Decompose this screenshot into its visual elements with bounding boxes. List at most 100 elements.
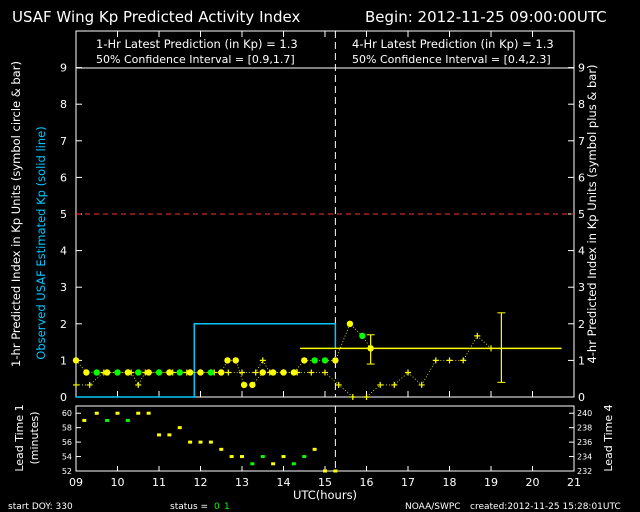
lead-time-marker bbox=[157, 433, 161, 437]
y-tick-label: 1 bbox=[60, 354, 67, 367]
left-axis-observed-label: Observed USAF Estimated Kp (solid line) bbox=[34, 126, 48, 359]
y2-tick-label: 8 bbox=[578, 98, 585, 111]
circle-marker-1hr bbox=[145, 369, 152, 376]
plus-marker-4hr bbox=[460, 357, 467, 364]
plus-marker-4hr bbox=[377, 381, 384, 388]
y2-tick-label: 6 bbox=[578, 171, 585, 184]
lead-left-label-1: Lead Time 1 bbox=[13, 404, 26, 471]
y-tick-label: 0 bbox=[60, 391, 67, 404]
circle-marker-1hr bbox=[207, 369, 215, 376]
plus-marker-4hr bbox=[418, 381, 425, 388]
x-tick-label: 17 bbox=[401, 476, 415, 489]
header-right-line1: 4-Hr Latest Prediction (in Kp) = 1.3 bbox=[352, 37, 554, 51]
lead-time-marker bbox=[105, 418, 110, 422]
circle-marker-1hr bbox=[93, 369, 100, 376]
x-tick-label: 13 bbox=[235, 476, 249, 489]
y2-tick-label: 3 bbox=[578, 281, 585, 294]
lead-time-marker bbox=[333, 469, 338, 473]
circle-marker-1hr bbox=[301, 357, 308, 364]
circle-marker-1hr bbox=[124, 369, 132, 376]
y2-tick-label: 2 bbox=[578, 318, 585, 331]
circle-marker-1hr bbox=[186, 369, 194, 376]
circle-marker-1hr bbox=[311, 357, 318, 364]
lead-time-marker bbox=[240, 455, 244, 459]
y2-tick-label: 4 bbox=[578, 245, 585, 258]
circle-marker-1hr bbox=[166, 369, 173, 376]
plus-marker-4hr bbox=[446, 357, 453, 364]
lead-time-marker bbox=[281, 455, 286, 459]
observed-kp-line bbox=[76, 323, 337, 398]
lead-plot-frame bbox=[75, 405, 575, 472]
lead-time-marker bbox=[219, 447, 224, 451]
circle-marker-1hr bbox=[232, 357, 239, 364]
lead-time-marker bbox=[198, 440, 203, 444]
prediction-1hr-line bbox=[75, 323, 371, 386]
lead-time-marker bbox=[115, 411, 120, 415]
x-tick-label: 16 bbox=[360, 476, 374, 489]
circle-marker-1hr bbox=[321, 357, 329, 364]
circle-marker-1hr bbox=[72, 357, 80, 364]
footer-start: start DOY: 330 bbox=[8, 502, 73, 512]
circle-marker-1hr bbox=[269, 369, 277, 376]
plus-marker-4hr bbox=[363, 394, 370, 400]
lead-time-marker bbox=[188, 440, 193, 444]
x-tick-label: 20 bbox=[526, 476, 540, 489]
footer-status-prefix: status = bbox=[170, 502, 208, 512]
circle-marker-1hr bbox=[240, 381, 248, 389]
lead-y2-tick-label: 232 bbox=[577, 467, 592, 476]
x-tick-label: 14 bbox=[277, 476, 291, 489]
circle-marker-1hr bbox=[249, 381, 256, 389]
circle-marker-1hr bbox=[280, 369, 287, 376]
footer-status-0: 0 bbox=[214, 502, 220, 512]
circle-marker-1hr bbox=[218, 369, 225, 376]
lead-y2-tick-label: 238 bbox=[577, 424, 592, 433]
lead-time-marker bbox=[146, 411, 151, 415]
lead-right-label: Lead Time 4 bbox=[602, 404, 615, 471]
lead-time-marker bbox=[302, 455, 307, 459]
x-tick-label: 10 bbox=[111, 476, 125, 489]
y-tick-label: 8 bbox=[60, 98, 67, 111]
plus-marker-4hr bbox=[349, 394, 356, 400]
circle-marker-1hr bbox=[290, 369, 298, 376]
circle-marker-1hr bbox=[197, 369, 204, 376]
x-tick-label: 11 bbox=[152, 476, 166, 489]
plus-marker-4hr bbox=[239, 369, 245, 376]
lead-time-marker bbox=[312, 447, 317, 451]
x-axis-label: UTC(hours) bbox=[293, 488, 357, 502]
y-tick-label: 2 bbox=[60, 318, 67, 331]
y-tick-label: 5 bbox=[60, 208, 67, 221]
lead-y2-tick-label: 240 bbox=[577, 409, 592, 418]
circle-marker-1hr bbox=[224, 357, 231, 364]
lead-y-tick-label: 52 bbox=[62, 467, 72, 476]
lead-time-marker bbox=[229, 455, 234, 459]
x-tick-label: 19 bbox=[484, 476, 498, 489]
plus-marker-4hr bbox=[259, 357, 266, 364]
plus-marker-4hr bbox=[335, 381, 342, 388]
y-tick-label: 7 bbox=[60, 135, 67, 148]
y2-tick-label: 7 bbox=[578, 135, 585, 148]
y2-tick-label: 9 bbox=[578, 62, 585, 75]
lead-time-marker bbox=[260, 455, 265, 459]
x-tick-label: 15 bbox=[318, 476, 332, 489]
x-tick-label: 21 bbox=[567, 476, 581, 489]
lead-time-marker bbox=[136, 411, 141, 415]
circle-marker-1hr bbox=[135, 369, 142, 376]
lead-time-marker bbox=[323, 469, 327, 473]
x-tick-label: 09 bbox=[69, 476, 83, 489]
lead-time-marker bbox=[271, 462, 276, 466]
circle-marker-1hr bbox=[332, 357, 339, 364]
lead-time-marker bbox=[208, 440, 213, 444]
header-left-line2: 50% Confidence Interval = [0.9,1.7] bbox=[96, 53, 295, 66]
y-tick-label: 6 bbox=[60, 171, 67, 184]
footer-created: created:2012-11-25 15:28:01UTC bbox=[470, 502, 621, 512]
plus-marker-4hr bbox=[488, 345, 494, 352]
lead-time-marker bbox=[177, 426, 182, 430]
plus-marker-4hr bbox=[308, 369, 315, 376]
footer-status-1: 1 bbox=[224, 502, 230, 512]
lead-y-tick-label: 60 bbox=[62, 409, 72, 418]
y2-tick-label: 5 bbox=[578, 208, 585, 221]
lead-time-marker bbox=[167, 433, 172, 437]
right-axis-label: 4-hr Predicted Index in Kp Units (symbol… bbox=[585, 64, 599, 363]
lead-y-tick-label: 56 bbox=[62, 438, 72, 447]
